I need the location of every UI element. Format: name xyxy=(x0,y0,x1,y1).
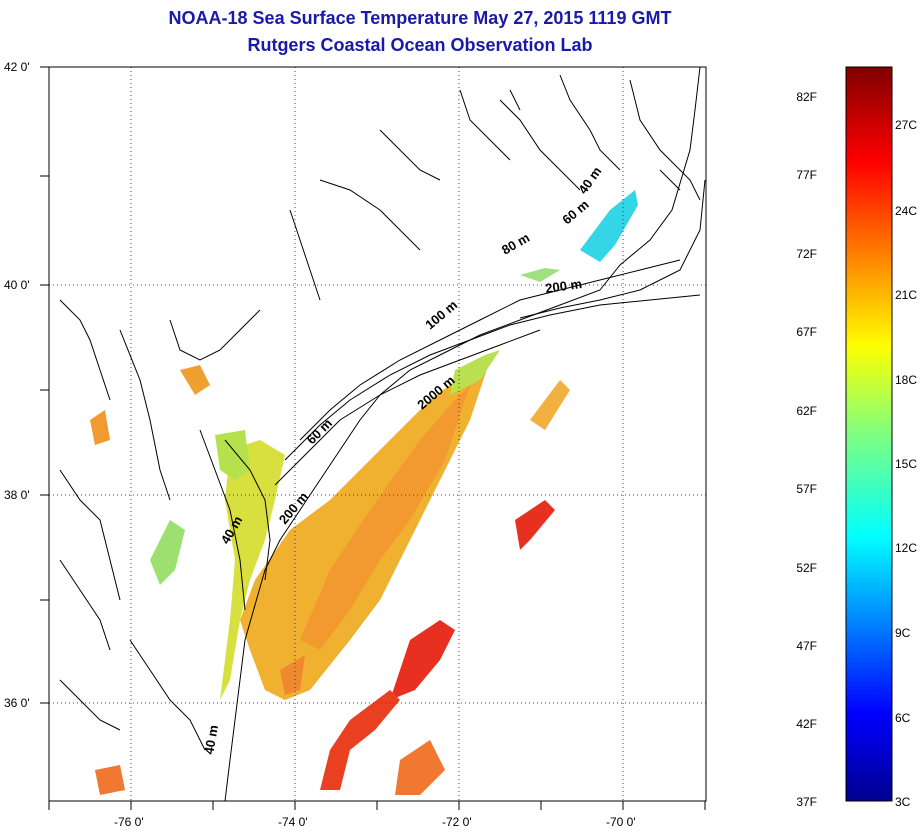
isobath-label: 100 m xyxy=(422,297,460,332)
sst-patch-south-red xyxy=(320,690,400,790)
isobath-label: 60 m xyxy=(559,197,591,228)
sst-patch-midshelf xyxy=(220,440,285,700)
sst-patch-shelf-green xyxy=(450,350,500,395)
colorbar-c-label: 9C xyxy=(895,626,911,640)
lon-label: -74 0' xyxy=(278,815,308,829)
lat-label: 42 0' xyxy=(4,60,30,74)
sst-patch-delaware-orange xyxy=(180,365,210,395)
sst-patch-chesapeake-green xyxy=(150,520,185,585)
sst-patch-south-orange xyxy=(395,740,445,795)
colorbar-f-label: 37F xyxy=(796,795,817,809)
lon-label: -76 0' xyxy=(114,815,144,829)
colorbar-f-label: 77F xyxy=(796,168,817,182)
colorbar-f-label: 62F xyxy=(796,404,817,418)
lon-label: -72 0' xyxy=(442,815,472,829)
sst-patch-sw-orange xyxy=(95,765,125,795)
tick-marks xyxy=(40,66,706,810)
colorbar-f-label: 47F xyxy=(796,639,817,653)
sst-patch-east-orange xyxy=(530,380,570,430)
colorbar-f-label: 52F xyxy=(796,561,817,575)
sst-patch-bay-orange xyxy=(90,410,110,445)
isobath-label: 40 m xyxy=(575,164,604,197)
isobath-label: 40 m xyxy=(201,724,221,756)
map-frame xyxy=(48,66,707,802)
colorbar-gradient xyxy=(845,66,893,802)
colorbar-c-label: 6C xyxy=(895,711,911,725)
colorbar-c-label: 12C xyxy=(895,541,918,555)
sst-patch-gulfstream-core xyxy=(300,385,470,650)
sst-patch-northeast xyxy=(580,190,638,262)
map-subtitle: Rutgers Coastal Ocean Observation Lab xyxy=(247,35,593,55)
colorbar-f-label: 42F xyxy=(796,717,817,731)
colorbar-c-label: 21C xyxy=(895,288,918,302)
sst-patches xyxy=(90,190,638,795)
colorbar-f-label: 82F xyxy=(796,90,817,104)
isobath-label: 200 m xyxy=(544,276,583,296)
sst-patch-offshore-red xyxy=(515,500,555,550)
graticule xyxy=(49,67,706,801)
isobath-label: 60 m xyxy=(304,416,336,448)
colorbar-c-label: 27C xyxy=(895,118,918,132)
coastline xyxy=(59,67,706,801)
sst-patch-cape-orange xyxy=(280,655,305,695)
sst-patch-inner-green xyxy=(215,430,250,480)
lon-label: -70 0' xyxy=(606,815,636,829)
lat-label: 36 0' xyxy=(4,696,30,710)
colorbar-f-label: 72F xyxy=(796,247,817,261)
colorbar-f-label: 67F xyxy=(796,325,817,339)
map-title: NOAA-18 Sea Surface Temperature May 27, … xyxy=(168,8,672,28)
colorbar-f-label: 57F xyxy=(796,482,817,496)
isobath-label: 80 m xyxy=(499,230,532,258)
colorbar-c-label: 24C xyxy=(895,204,918,218)
sst-patch-southeast-red xyxy=(390,620,455,700)
lat-label: 38 0' xyxy=(4,488,30,502)
colorbar-c-label: 18C xyxy=(895,373,918,387)
sst-patch-shelf-north xyxy=(520,268,560,282)
lat-label: 40 0' xyxy=(4,278,30,292)
colorbar-c-label: 15C xyxy=(895,457,918,471)
colorbar-c-label: 3C xyxy=(895,795,911,809)
